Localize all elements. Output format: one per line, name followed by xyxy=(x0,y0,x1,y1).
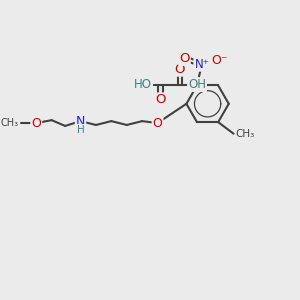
Text: HO: HO xyxy=(134,78,152,91)
Text: O⁻: O⁻ xyxy=(211,54,227,67)
Text: N: N xyxy=(76,115,85,128)
Text: N⁺: N⁺ xyxy=(194,58,209,71)
Text: O: O xyxy=(179,52,190,65)
Text: O: O xyxy=(155,93,166,106)
Text: O: O xyxy=(31,116,41,130)
Text: H: H xyxy=(76,125,84,135)
Text: OH: OH xyxy=(188,78,206,91)
Text: CH₃: CH₃ xyxy=(1,118,19,128)
Text: CH₃: CH₃ xyxy=(236,129,255,139)
Text: O: O xyxy=(153,116,163,130)
Text: O: O xyxy=(174,63,185,76)
